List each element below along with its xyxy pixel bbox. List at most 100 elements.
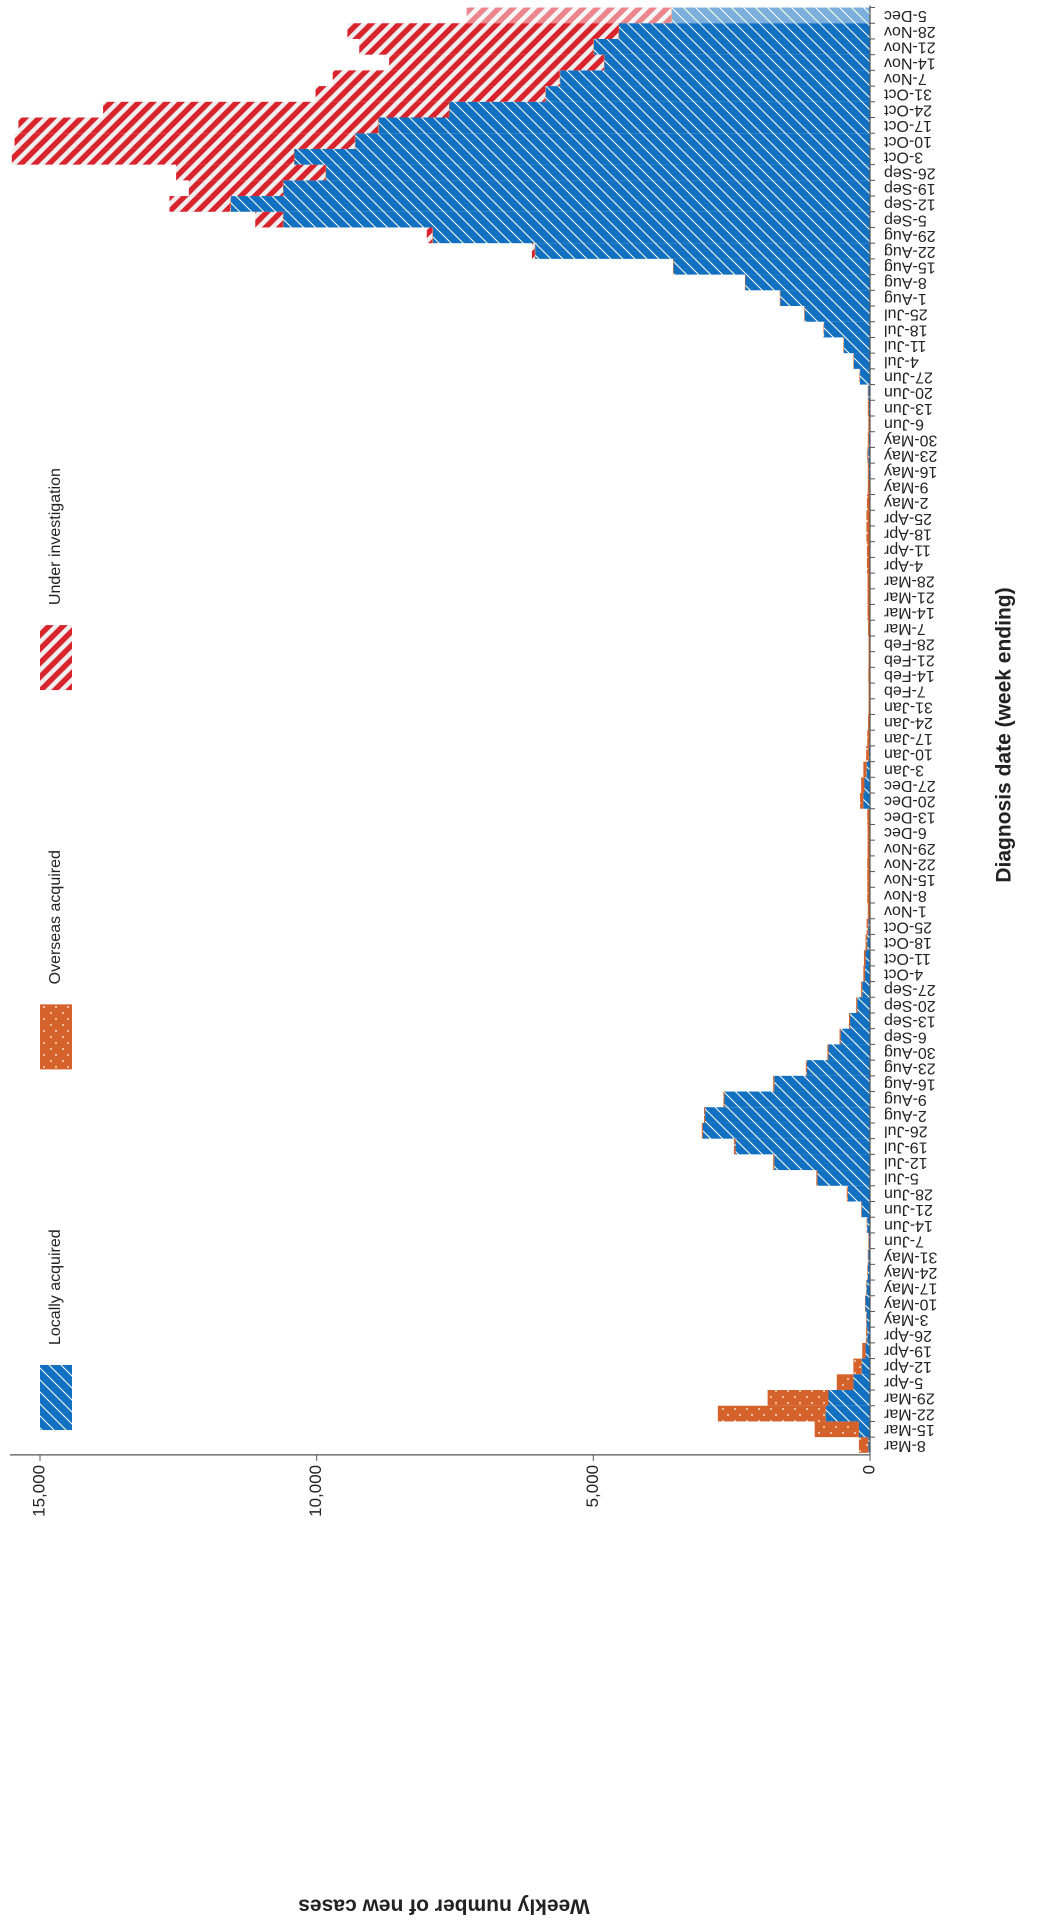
bar-segment	[823, 321, 825, 338]
bar-segment	[866, 1327, 868, 1343]
bar-segment	[359, 38, 594, 55]
x-tick-label: 8-Aug	[884, 274, 927, 291]
bar-segment	[839, 1028, 841, 1045]
bar-segment	[11, 148, 294, 165]
bar-segment	[767, 1390, 829, 1406]
bar-segment	[858, 1421, 871, 1438]
bar-segment	[836, 1374, 854, 1391]
bar-segment	[535, 243, 870, 259]
bar-segment	[861, 1201, 862, 1218]
bar-segment	[426, 227, 433, 244]
x-tick-label: 13-Dec	[884, 808, 936, 825]
bar-segment	[326, 164, 871, 181]
bar-segment	[723, 1091, 725, 1108]
bar-segment	[817, 1170, 871, 1186]
x-tick-label: 9-May	[884, 478, 928, 495]
bar-segment	[865, 1295, 866, 1312]
bar-segment	[230, 196, 870, 212]
x-tick-label: 18-Jul	[884, 321, 928, 338]
bar-segment	[868, 415, 870, 432]
x-tick-label: 3-Oct	[883, 149, 923, 166]
x-tick-label: 21-Jun	[884, 1201, 933, 1218]
bar-segment	[867, 384, 869, 401]
bar-segment	[332, 70, 560, 87]
x-tick-label: 7-Mar	[883, 620, 925, 637]
bar-segment	[355, 133, 870, 149]
bar-segment	[315, 86, 546, 102]
legend-swatch	[40, 1004, 72, 1070]
x-tick-label: 29-Nov	[884, 840, 936, 857]
bar-segment	[671, 7, 871, 24]
x-tick-label: 31-May	[884, 1248, 937, 1265]
x-tick-label: 28-Jun	[884, 1185, 933, 1202]
x-tick-label: 6-Sep	[884, 1028, 927, 1045]
bar-segment	[866, 494, 870, 511]
bar-segment	[545, 86, 870, 102]
bar-segment	[604, 54, 871, 71]
bar-segment	[867, 400, 869, 416]
bar-segment	[673, 258, 870, 275]
x-tick-label: 15-Aug	[884, 259, 936, 276]
bar-segment	[593, 38, 594, 55]
bar-segment	[867, 824, 870, 841]
bar-segment	[867, 431, 869, 448]
x-tick-label: 22-Aug	[884, 243, 936, 260]
bar-segment	[862, 1342, 866, 1359]
x-tick-label: 3-May	[884, 1311, 928, 1328]
x-tick-label: 3-Jan	[884, 761, 924, 778]
bar-segment	[866, 761, 870, 778]
bar-segment	[805, 1060, 807, 1076]
bar-segment	[169, 196, 231, 212]
bar-segment	[853, 353, 854, 369]
bar-segment	[176, 164, 326, 181]
x-tick-label: 24-Jan	[884, 714, 933, 731]
bar-segment	[867, 1264, 868, 1281]
bar-segment	[866, 541, 870, 558]
bar-segment	[860, 368, 870, 385]
bar-segment	[866, 1280, 867, 1296]
x-tick-label: 5-Jul	[884, 1170, 919, 1187]
bar-segment	[867, 1327, 871, 1343]
x-tick-label: 1-Nov	[884, 903, 927, 920]
bar-segment	[863, 965, 866, 982]
bar-segment	[828, 1390, 870, 1406]
x-tick-label: 14-Feb	[884, 667, 935, 684]
rotated-chart: Weekly number of new cases Diagnosis dat…	[10, 5, 1016, 1917]
bar-segment	[853, 1374, 871, 1391]
bar-segment	[865, 934, 868, 951]
legend-label: Under investigation	[47, 468, 64, 605]
x-tick-label: 25-Apr	[883, 510, 932, 527]
bar-segment	[432, 227, 433, 244]
x-tick-label: 2-Aug	[884, 1107, 927, 1124]
bar-segment	[866, 510, 870, 526]
bar-segment	[868, 1232, 869, 1249]
bar-segment	[867, 588, 870, 605]
x-tick-label: 27-Jun	[884, 368, 933, 385]
bar-segment	[816, 1170, 818, 1186]
x-tick-label: 12-Jul	[884, 1154, 928, 1171]
x-tick-label: 27-Dec	[884, 777, 936, 794]
x-tick-label: 17-Oct	[883, 117, 932, 134]
bar-segment	[856, 997, 858, 1013]
x-tick-label: 1-Aug	[884, 290, 927, 307]
x-tick-label: 15-Nov	[884, 871, 936, 888]
bar-segment	[545, 86, 546, 102]
bar-segment	[867, 887, 870, 904]
x-tick-label: 19-Jul	[884, 1138, 928, 1155]
bar-segment	[867, 730, 870, 746]
x-tick-label: 10-Jan	[884, 746, 933, 763]
x-tick-label: 25-Jul	[884, 306, 928, 323]
bar-segment	[867, 934, 871, 951]
x-tick-label: 11-Apr	[883, 541, 931, 558]
x-tick-label: 5-Dec	[884, 7, 927, 24]
bar-segment	[283, 180, 870, 197]
bar-segment	[293, 148, 295, 165]
x-tick-label: 17-May	[884, 1280, 937, 1297]
bar-segment	[863, 950, 866, 966]
bar-segment	[255, 211, 283, 228]
x-tick-label: 16-May	[884, 463, 937, 480]
bar-segment	[559, 70, 561, 87]
bar-segment	[867, 1248, 869, 1265]
bar-segment	[843, 337, 844, 354]
